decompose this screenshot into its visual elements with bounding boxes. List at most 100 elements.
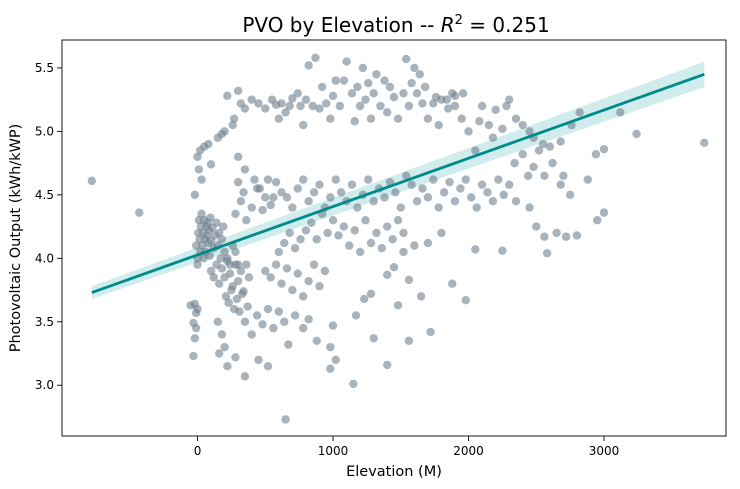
scatter-point (429, 99, 438, 108)
scatter-point (315, 282, 324, 291)
scatter-point (243, 302, 252, 311)
scatter-point (267, 95, 277, 104)
scatter-point (534, 146, 544, 155)
scatter-point (391, 188, 400, 197)
scatter-point (263, 304, 273, 314)
scatter-point (593, 216, 602, 225)
scatter-point (189, 351, 198, 361)
scatter-point (407, 78, 416, 88)
scatter-point (552, 228, 561, 238)
scatter-point (274, 307, 284, 316)
scatter-point (442, 95, 452, 104)
scatter-point (353, 203, 362, 212)
scatter-point (599, 144, 609, 154)
scatter-point (331, 76, 340, 85)
scatter-point (193, 304, 202, 314)
scatter-point (254, 99, 263, 108)
scatter-point (461, 295, 471, 305)
scatter-point (233, 177, 243, 187)
scatter-point (511, 196, 521, 206)
scatter-point (423, 193, 433, 202)
scatter-point (445, 177, 454, 187)
scatter-point (532, 222, 541, 231)
scatter-point (231, 247, 240, 257)
scatter-point (293, 89, 302, 98)
scatter-point (212, 218, 221, 227)
scatter-point (369, 334, 378, 343)
scatter-point (410, 63, 419, 73)
scatter-point (450, 91, 460, 101)
scatter-point (366, 238, 376, 248)
scatter-point (457, 114, 466, 123)
scatter-point (366, 289, 376, 299)
scatter-point (194, 165, 204, 174)
scatter-point (225, 260, 235, 269)
scatter-point (274, 247, 284, 257)
scatter-point (376, 101, 385, 111)
scatter-point (236, 99, 246, 108)
scatter-point (372, 228, 381, 238)
scatter-point (471, 245, 480, 254)
scatter-point (358, 63, 368, 73)
scatter-point (525, 203, 534, 212)
scatter-point (227, 285, 236, 295)
scatter-point (383, 270, 392, 280)
scatter-point (217, 330, 227, 339)
scatter-point (475, 117, 484, 126)
scatter-point (538, 139, 548, 149)
scatter-point (304, 61, 313, 70)
scatter-point (284, 340, 293, 349)
scatter-point (416, 292, 426, 301)
scatter-point (412, 89, 422, 98)
scatter-point (434, 120, 443, 130)
scatter-point (214, 228, 224, 238)
scatter-point (239, 188, 248, 197)
scatter-point (261, 266, 270, 276)
scatter-point (315, 180, 324, 189)
scatter-point (252, 311, 262, 320)
scatter-point (307, 218, 316, 227)
scatter-point (355, 101, 365, 111)
scatter-point (364, 175, 373, 184)
scatter-point (572, 231, 582, 240)
scatter-point (331, 355, 340, 365)
confidence-band (91, 61, 705, 299)
scatter-point (240, 317, 250, 326)
scatter-point (263, 361, 273, 371)
scatter-point (271, 177, 281, 187)
scatter-point (247, 203, 256, 212)
scatter-point (412, 196, 422, 206)
scatter-point (540, 232, 549, 241)
scatter-point (213, 133, 223, 142)
scatter-point (213, 317, 223, 326)
scatter-point (448, 279, 457, 288)
scatter-point (206, 160, 216, 169)
scatter-point (389, 92, 399, 102)
scatter-point (301, 95, 311, 104)
scatter-point (347, 89, 357, 98)
regression-line (91, 72, 705, 294)
scatter-point (444, 104, 453, 113)
scatter-point (326, 193, 335, 202)
scatter-point (242, 216, 251, 225)
scatter-point (464, 127, 473, 136)
scatter-point (488, 196, 498, 206)
scatter-point (277, 279, 286, 288)
scatter-point (285, 101, 294, 111)
scatter-point (353, 82, 362, 92)
scatter-point (483, 188, 492, 197)
scatter-point (399, 228, 408, 238)
scatter-point (296, 235, 305, 244)
scatter-point (458, 89, 468, 98)
scatter-point (191, 323, 201, 333)
scatter-point (254, 355, 263, 365)
scatter-point (350, 226, 359, 235)
scatter-point (484, 120, 494, 130)
scatter-point (461, 175, 471, 184)
scatter-point (545, 142, 555, 151)
scatter-point (439, 188, 449, 197)
scatter-point (258, 205, 267, 215)
scatter-point (404, 101, 414, 111)
scatter-point (209, 273, 218, 282)
scatter-point (388, 235, 397, 244)
